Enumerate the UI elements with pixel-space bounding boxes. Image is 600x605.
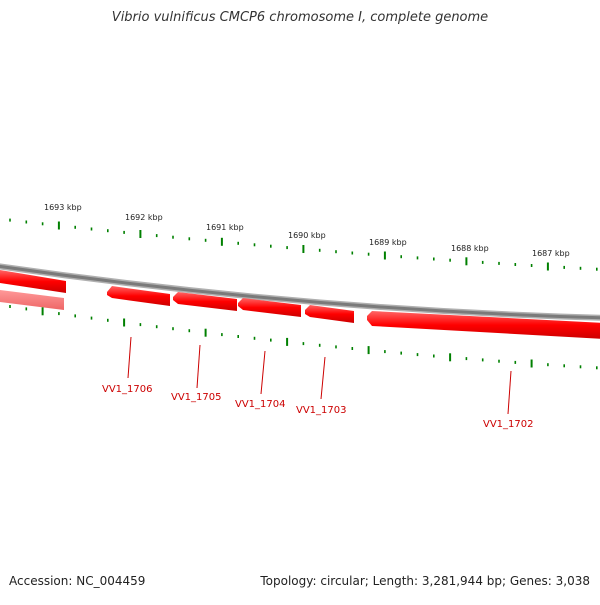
genome-summary-text: Topology: circular; Length: 3,281,944 bp… bbox=[260, 574, 590, 588]
gene-label-vv1-1705[interactable]: VV1_1705 bbox=[171, 392, 222, 403]
kbp-label: 1688 kbp bbox=[451, 244, 489, 253]
gene-label-vv1-1706[interactable]: VV1_1706 bbox=[102, 384, 153, 395]
callout-line bbox=[260, 350, 266, 395]
scale-ticks-outer bbox=[9, 218, 598, 271]
scale-ticks-inner bbox=[9, 305, 598, 370]
callout-line bbox=[320, 356, 326, 400]
gene-labels: VV1_1706 VV1_1705 VV1_1704 VV1_1703 VV1_… bbox=[102, 384, 534, 430]
callout-line bbox=[127, 336, 132, 379]
map-title: Vibrio vulnificus CMCP6 chromosome I, co… bbox=[111, 10, 489, 25]
gene-label-vv1-1704[interactable]: VV1_1704 bbox=[235, 399, 286, 410]
callout-line bbox=[507, 370, 512, 415]
gene-left-partial[interactable] bbox=[0, 270, 66, 293]
kbp-label: 1693 kbp bbox=[44, 203, 82, 212]
gene-vv1-1702[interactable] bbox=[367, 311, 600, 339]
gene-vv1-1705[interactable] bbox=[173, 292, 237, 311]
backbone bbox=[0, 264, 600, 320]
callout-line bbox=[196, 344, 201, 389]
kbp-label: 1692 kbp bbox=[125, 213, 163, 222]
gene-vv1-1704[interactable] bbox=[238, 298, 301, 317]
kbp-label: 1687 kbp bbox=[532, 249, 570, 258]
gene-left-partial-pale[interactable] bbox=[0, 290, 64, 310]
gene-vv1-1703[interactable] bbox=[305, 305, 354, 323]
gene-label-vv1-1703[interactable]: VV1_1703 bbox=[296, 405, 347, 416]
accession-text: Accession: NC_004459 bbox=[9, 574, 146, 588]
gene-vv1-1706[interactable] bbox=[107, 286, 170, 306]
kbp-labels: 1693 kbp 1692 kbp 1691 kbp 1690 kbp 1689… bbox=[44, 203, 570, 258]
kbp-label: 1690 kbp bbox=[288, 231, 326, 240]
gene-callouts bbox=[127, 336, 512, 415]
gene-label-vv1-1702[interactable]: VV1_1702 bbox=[483, 419, 534, 430]
kbp-label: 1691 kbp bbox=[206, 223, 244, 232]
gene-track bbox=[0, 270, 600, 339]
kbp-label: 1689 kbp bbox=[369, 238, 407, 247]
